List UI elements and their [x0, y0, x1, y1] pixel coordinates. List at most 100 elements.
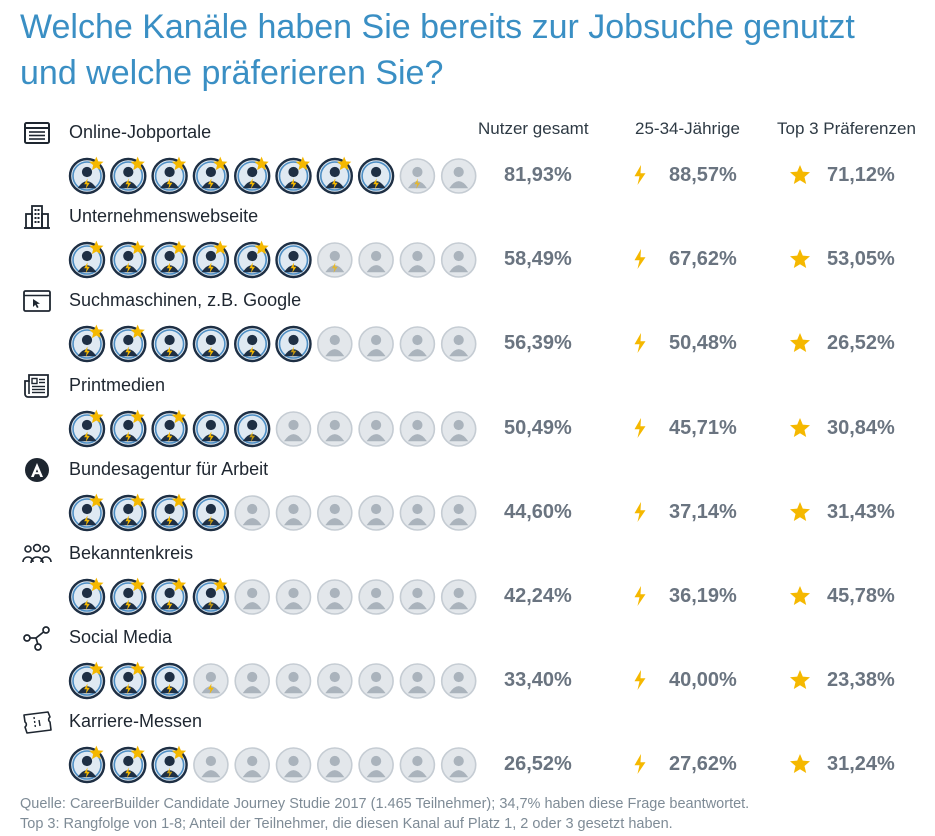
column-header-age: 25-34-Jährige — [635, 119, 740, 138]
person-icon — [192, 240, 230, 279]
bolt-icon — [628, 247, 652, 271]
channel-row: Bundesagentur für Arbeit 44,60% 37,14% 31,4… — [0, 457, 935, 541]
person-icon — [440, 158, 477, 194]
value-top3: 53,05% — [827, 248, 895, 271]
bolt-mark — [84, 178, 90, 189]
star-mark — [130, 409, 145, 423]
channel-row: Karriere-Messen 26,52% 27,62% 31,24% — [0, 709, 935, 793]
star-icon — [788, 163, 812, 187]
person-icon — [316, 663, 353, 699]
bolt-mark — [290, 178, 297, 189]
person-icon — [275, 579, 312, 615]
value-age-group: 45,71% — [669, 416, 737, 439]
channel-label: Bundesagentur für Arbeit — [69, 458, 269, 479]
channel-label: Bekanntenkreis — [69, 543, 194, 563]
value-top3: 45,78% — [827, 585, 895, 607]
person-icon — [68, 493, 106, 531]
channel-row: Bekanntenkreis 42,24% 36,19% 45,78% — [0, 541, 935, 625]
person-icon — [151, 745, 188, 784]
star-mark — [89, 493, 104, 507]
person-icon — [68, 324, 106, 363]
bolt-mark — [84, 683, 90, 695]
star-mark — [171, 493, 187, 507]
star-icon — [788, 752, 812, 776]
employment-agency-logo-icon — [22, 457, 52, 483]
person-icon — [151, 326, 188, 363]
person-icon — [234, 663, 270, 699]
star-mark — [89, 409, 104, 423]
column-header-total: Nutzer gesamt — [478, 119, 589, 138]
person-icon — [275, 494, 312, 531]
bolt-mark — [331, 262, 338, 274]
bolt-mark — [84, 346, 90, 358]
bolt-mark — [290, 262, 297, 274]
person-icon — [192, 156, 230, 195]
office-building-icon — [22, 204, 52, 230]
bolt-mark — [125, 683, 132, 695]
person-icon — [440, 326, 477, 363]
star-mark — [130, 577, 145, 592]
network-share-icon — [22, 625, 52, 652]
person-icon — [399, 326, 436, 363]
person-icon — [110, 745, 147, 784]
bolt-mark — [125, 262, 132, 274]
person-icon — [358, 242, 394, 278]
value-age-group: 36,19% — [669, 585, 737, 607]
channel-label: Unternehmenswebseite — [69, 206, 259, 227]
bolt-mark — [166, 683, 173, 695]
person-pictogram — [68, 240, 480, 280]
person-icon — [399, 747, 436, 784]
person-icon — [440, 242, 477, 278]
person-icon — [358, 326, 394, 363]
star-mark — [89, 156, 104, 171]
star-mark — [130, 156, 145, 171]
top3-explanation: Top 3: Rangfolge von 1-8; Anteil der Tei… — [20, 816, 673, 832]
value-top3: 31,24% — [827, 753, 895, 776]
value-total: 58,49% — [504, 248, 572, 271]
star-mark — [171, 240, 187, 255]
bolt-icon — [628, 668, 652, 692]
bolt-mark — [166, 599, 173, 610]
bolt-mark — [249, 346, 256, 358]
person-icon — [110, 577, 147, 616]
source-note: Quelle: CareerBuilder Candidate Journey … — [20, 794, 749, 834]
star-mark — [130, 493, 145, 507]
bolt-mark — [208, 262, 214, 274]
bolt-mark — [84, 262, 90, 274]
value-age-group: 50,48% — [669, 332, 737, 355]
value-top3: 30,84% — [827, 416, 895, 439]
person-icon — [399, 494, 436, 531]
bolt-mark — [125, 767, 132, 779]
star-mark — [213, 156, 228, 171]
person-pictogram — [68, 661, 480, 701]
channel-label: Printmedien — [69, 374, 166, 395]
person-icon — [192, 577, 230, 616]
person-icon — [316, 326, 353, 363]
person-icon — [399, 410, 436, 447]
bolt-mark — [125, 346, 132, 358]
star-icon — [788, 668, 812, 692]
star-mark — [171, 409, 187, 423]
bolt-mark — [84, 767, 90, 779]
value-age-group: 27,62% — [669, 753, 737, 776]
person-icon — [399, 579, 436, 615]
bolt-mark — [166, 515, 173, 526]
bolt-mark — [125, 599, 132, 610]
person-icon — [233, 156, 271, 195]
value-age-group: 88,57% — [669, 164, 737, 186]
person-icon — [192, 410, 230, 447]
person-icon — [233, 240, 271, 279]
value-age-group: 37,14% — [669, 500, 737, 523]
value-age-group: 67,62% — [669, 248, 737, 271]
person-pictogram — [68, 324, 480, 364]
value-total: 56,39% — [504, 332, 572, 355]
bolt-mark — [249, 431, 256, 442]
person-icon — [440, 410, 477, 447]
person-icon — [110, 240, 147, 279]
person-icon — [275, 747, 312, 784]
star-mark — [89, 577, 104, 592]
person-icon — [440, 747, 477, 784]
bolt-mark — [84, 599, 90, 610]
bolt-icon — [628, 500, 652, 524]
person-icon — [234, 494, 270, 531]
